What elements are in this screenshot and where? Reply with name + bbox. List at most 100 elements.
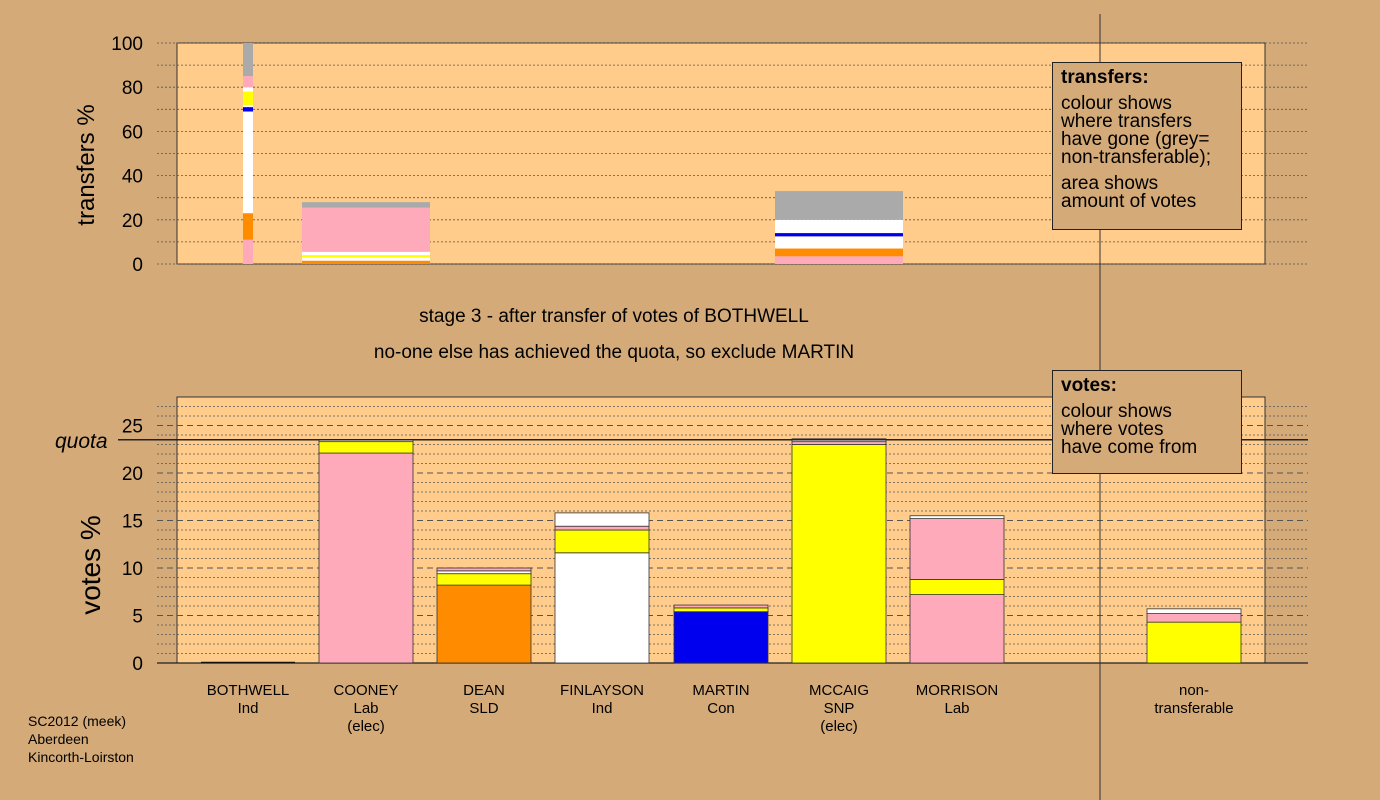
candidate-label-bothwell: BOTHWELL Ind <box>178 682 318 718</box>
footer-line: SC2012 (meek) <box>28 713 127 729</box>
transfer-bar-segment <box>775 233 903 237</box>
transfers-legend-line: have gone (grey= <box>1061 129 1210 150</box>
candidate-name: MCCAIG <box>809 682 869 699</box>
transfer-bar-segment <box>243 76 253 88</box>
candidate-status: (elec) <box>347 718 385 735</box>
candidate-name: MARTIN <box>692 682 750 699</box>
transfer-bar-segment <box>302 260 430 264</box>
candidate-name: COONEY <box>333 682 399 699</box>
nontransferable-label: non- transferable <box>1124 682 1264 718</box>
vote-bar-segment <box>554 525 650 531</box>
transfer-bar-segment <box>302 207 430 252</box>
transfers-legend-line: colour shows <box>1061 93 1172 114</box>
nontransferable-label-line: non- <box>1178 682 1210 699</box>
vote-bar-segment <box>554 529 650 554</box>
transfers-tick-label: 20 <box>122 211 143 232</box>
vote-bar-segment <box>1146 608 1242 614</box>
transfer-bar-segment <box>775 191 903 220</box>
candidate-label-mccaig: MCCAIG SNP (elec) <box>769 682 909 736</box>
candidate-name: BOTHWELL <box>206 682 290 699</box>
vote-bar-segment <box>554 512 650 527</box>
votes-tick-label: 0 <box>132 654 143 675</box>
candidate-label-finlayson: FINLAYSON Ind <box>532 682 672 718</box>
vote-bar-segment <box>318 452 414 664</box>
transfers-tick-label: 80 <box>122 78 143 99</box>
candidate-name: FINLAYSON <box>560 682 644 699</box>
vote-bar-segment <box>791 444 887 664</box>
transfer-bar-segment <box>775 256 903 264</box>
candidate-name: DEAN <box>463 682 505 699</box>
votes-tick-label: 15 <box>122 512 143 533</box>
vote-bar-segment <box>909 579 1005 596</box>
transfers-legend-line: where transfers <box>1061 111 1192 132</box>
quota-label: quota <box>55 430 108 453</box>
vote-bar-segment <box>673 611 769 664</box>
transfers-legend-line: area shows <box>1061 173 1159 194</box>
vote-bar-segment <box>673 607 769 613</box>
candidate-party: Lab <box>353 700 379 717</box>
transfer-bar-segment <box>243 104 253 108</box>
votes-legend-title: votes: <box>1061 375 1117 396</box>
candidate-party: Ind <box>591 700 613 717</box>
transfer-bar-segment <box>775 219 903 234</box>
vote-bar-segment <box>436 567 532 572</box>
candidate-party: Con <box>707 700 735 717</box>
vote-bar-segment <box>554 552 650 664</box>
vote-bar-segment <box>909 515 1005 519</box>
vote-bar-segment <box>1146 621 1242 664</box>
footer-line: Kincorth-Loirston <box>28 749 134 765</box>
candidate-label-cooney: COONEY Lab (elec) <box>296 682 436 736</box>
transfer-bar-segment <box>243 111 253 214</box>
transfers-legend: transfers: colour shows where transfers … <box>1052 62 1242 230</box>
candidate-party: Lab <box>944 700 970 717</box>
transfer-bar-segment <box>243 239 253 264</box>
vote-bar-segment <box>436 573 532 586</box>
votes-legend-line: colour shows <box>1061 401 1172 422</box>
transfer-bar-segment <box>243 91 253 105</box>
transfers-legend-line: non-transferable); <box>1061 147 1211 168</box>
transfers-tick-label: 0 <box>132 255 143 276</box>
vote-bar-segment <box>1146 613 1242 623</box>
vote-bar-segment <box>318 441 414 454</box>
votes-tick-label: 20 <box>122 464 143 485</box>
nontransferable-label-line: transferable <box>1154 700 1234 717</box>
candidate-party: Ind <box>237 700 259 717</box>
votes-legend: votes: colour shows where votes have com… <box>1052 370 1242 474</box>
transfer-bar-segment <box>302 251 430 256</box>
transfer-bar-segment <box>302 257 430 261</box>
vote-bar-segment <box>436 584 532 664</box>
exclusion-message: no-one else has achieved the quota, so e… <box>373 342 855 363</box>
candidate-party: SLD <box>469 700 499 717</box>
transfer-bar-segment <box>243 213 253 240</box>
transfer-bar-segment <box>775 248 903 257</box>
votes-axis-label: votes % <box>75 515 106 615</box>
candidate-label-martin: MARTIN Con <box>651 682 791 718</box>
transfers-tick-label: 40 <box>122 167 143 188</box>
votes-legend-line: where votes <box>1061 419 1164 440</box>
votes-legend-line: have come from <box>1061 437 1198 458</box>
candidate-label-dean: DEAN SLD <box>414 682 554 718</box>
candidate-party: SNP <box>823 700 855 717</box>
candidate-status: (elec) <box>820 718 858 735</box>
candidate-name: MORRISON <box>915 682 999 699</box>
transfers-tick-label: 60 <box>122 122 143 143</box>
transfer-bar-segment <box>243 87 253 92</box>
transfer-bar-segment <box>775 236 903 249</box>
transfers-axis-label: transfers % <box>73 104 100 225</box>
transfer-bar-segment <box>243 43 253 77</box>
candidate-label-morrison: MORRISON Lab <box>887 682 1027 718</box>
vote-bar-segment <box>436 570 532 575</box>
transfers-legend-title: transfers: <box>1061 67 1149 88</box>
footer-line: Aberdeen <box>28 731 89 747</box>
stage-message: stage 3 - after transfer of votes of BOT… <box>419 306 809 327</box>
votes-tick-label: 10 <box>122 559 143 580</box>
transfer-bar-segment <box>302 255 430 258</box>
transfer-bar-segment <box>243 107 253 112</box>
vote-bar-segment <box>909 518 1005 580</box>
transfers-tick-label: 100 <box>111 34 143 55</box>
votes-tick-label: 25 <box>122 417 143 438</box>
election-footer: SC2012 (meek) Aberdeen Kincorth-Loirston <box>28 712 134 766</box>
transfers-legend-line: amount of votes <box>1061 191 1197 212</box>
vote-bar-segment <box>909 594 1005 664</box>
transfer-bar-segment <box>302 202 430 208</box>
